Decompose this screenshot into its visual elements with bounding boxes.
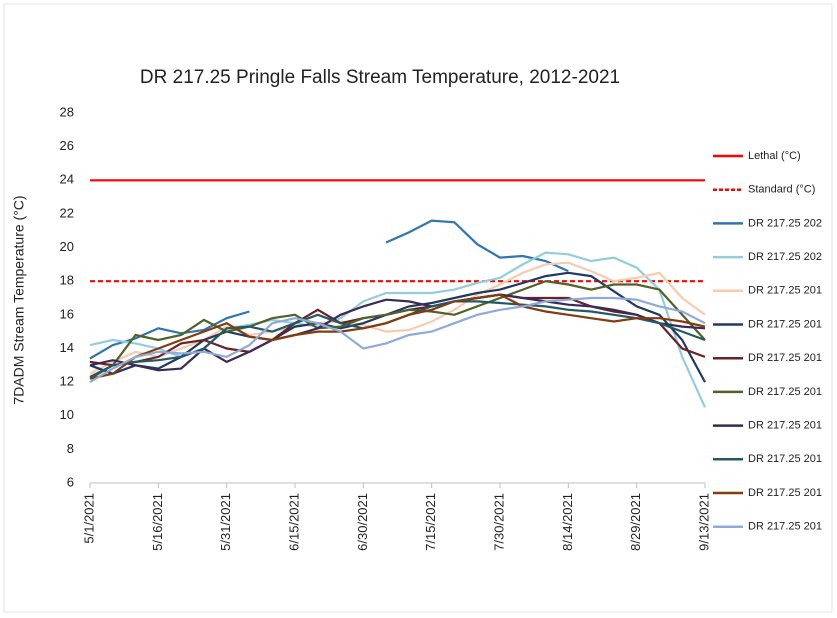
series-line	[89, 219, 569, 360]
y-tick-label: 18	[60, 273, 74, 288]
y-tick-label: 24	[60, 172, 74, 187]
y-tick-label: 20	[60, 239, 74, 254]
legend-label: DR 217.25 201	[748, 318, 822, 330]
y-tick-label: 22	[60, 205, 74, 220]
legend-label: DR 217.25 201	[748, 352, 822, 364]
y-tick-label: 28	[60, 104, 74, 119]
x-tick-label: 8/29/2021	[628, 493, 643, 551]
legend-label: DR 217.25 202	[748, 217, 822, 229]
y-tick-label: 26	[60, 138, 74, 153]
frame	[3, 3, 833, 613]
x-tick-label: 9/13/2021	[696, 493, 711, 551]
y-tick-label: 10	[60, 407, 74, 422]
x-tick-label: 5/31/2021	[218, 493, 233, 551]
legend-label: DR 217.25 201	[748, 420, 822, 432]
x-tick-label: 6/15/2021	[286, 493, 301, 551]
series-line	[89, 293, 706, 380]
x-tick-label: 7/15/2021	[423, 493, 438, 551]
x-tick-label: 5/16/2021	[150, 493, 165, 551]
series-line	[89, 261, 706, 375]
y-tick-label: 12	[60, 374, 74, 389]
legend-label: DR 217.25 201	[748, 285, 822, 297]
legend-label: DR 217.25 201	[748, 453, 822, 465]
legend-label: Lethal (°C)	[748, 150, 801, 162]
y-axis-label: 7DADM Stream Temperature (°C)	[11, 195, 27, 404]
legend-label: DR 217.25 201	[748, 386, 822, 398]
legend-label: DR 217.25 202	[748, 251, 822, 263]
y-tick-label: 6	[67, 474, 74, 489]
series-line	[89, 293, 706, 372]
series-line	[89, 296, 706, 384]
legend-label: Standard (°C)	[748, 184, 815, 196]
x-tick-label: 5/1/2021	[81, 493, 96, 544]
series-line	[89, 280, 706, 380]
y-tick-label: 16	[60, 306, 74, 321]
x-tick-label: 8/14/2021	[560, 493, 575, 551]
chart-title: DR 217.25 Pringle Falls Stream Temperatu…	[140, 67, 620, 88]
legend-label: DR 217.25 201	[748, 487, 822, 499]
x-tick-label: 6/30/2021	[355, 493, 370, 551]
y-tick-label: 14	[60, 340, 74, 355]
series-line	[89, 271, 706, 383]
legend-label: DR 217.25 201	[748, 521, 822, 533]
y-tick-label: 8	[67, 441, 74, 456]
x-tick-label: 7/30/2021	[491, 493, 506, 551]
